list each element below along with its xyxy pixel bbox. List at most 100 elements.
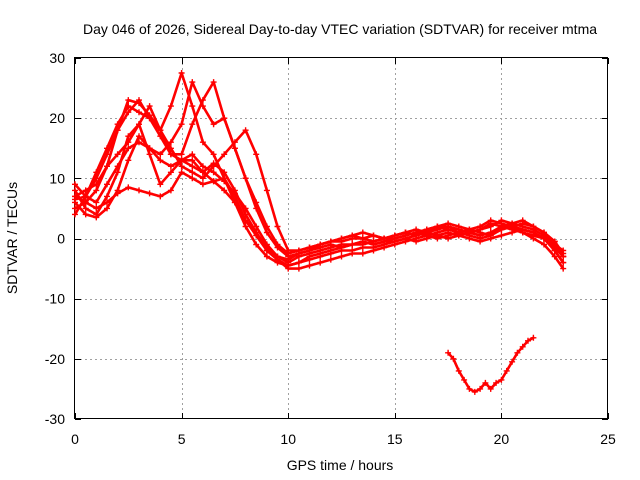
data-point bbox=[285, 247, 292, 254]
data-point bbox=[445, 349, 452, 356]
data-point bbox=[199, 175, 206, 182]
x-tick-label: 15 bbox=[387, 431, 403, 447]
data-point bbox=[317, 241, 324, 248]
data-point bbox=[104, 181, 110, 188]
data-point bbox=[136, 139, 142, 146]
data-point bbox=[274, 259, 281, 266]
data-point bbox=[349, 235, 356, 242]
data-point bbox=[93, 187, 100, 194]
data-point bbox=[519, 220, 526, 227]
data-point bbox=[199, 163, 206, 170]
data-point bbox=[104, 163, 110, 170]
data-point bbox=[146, 145, 153, 152]
data-point bbox=[434, 223, 441, 230]
data-point bbox=[560, 253, 567, 260]
data-point bbox=[93, 181, 100, 188]
data-point bbox=[221, 115, 228, 122]
data-point bbox=[157, 157, 164, 164]
data-point bbox=[125, 145, 132, 152]
data-point bbox=[157, 127, 164, 134]
data-point bbox=[519, 343, 526, 350]
data-point bbox=[72, 187, 78, 194]
data-point bbox=[498, 217, 505, 224]
y-tick-label: -10 bbox=[45, 291, 65, 307]
data-point bbox=[498, 232, 505, 239]
data-point bbox=[509, 229, 516, 236]
data-point bbox=[136, 187, 142, 194]
data-point bbox=[167, 187, 174, 194]
data-point bbox=[253, 151, 260, 158]
data-point bbox=[519, 226, 526, 233]
data-point bbox=[125, 157, 132, 164]
data-point bbox=[114, 151, 121, 158]
data-point bbox=[455, 226, 462, 233]
x-axis-tick-labels: 0 5 10 15 20 25 bbox=[71, 431, 616, 447]
data-point bbox=[381, 244, 388, 251]
data-point bbox=[104, 199, 110, 206]
y-tick-label: 30 bbox=[49, 50, 65, 66]
data-point bbox=[541, 229, 547, 236]
data-point bbox=[482, 379, 489, 386]
data-point bbox=[114, 121, 121, 128]
data-point bbox=[125, 139, 132, 146]
data-point bbox=[72, 205, 78, 212]
data-point bbox=[370, 238, 377, 245]
data-point bbox=[370, 247, 377, 254]
data-point bbox=[199, 181, 206, 188]
data-point bbox=[82, 205, 89, 212]
data-point bbox=[167, 145, 174, 152]
data-point bbox=[530, 229, 537, 236]
data-point bbox=[263, 223, 270, 230]
data-point bbox=[157, 133, 164, 140]
y-axis-tick-labels: -30 -20 -10 0 10 20 30 bbox=[45, 50, 65, 427]
data-point bbox=[263, 247, 270, 254]
data-point bbox=[136, 109, 142, 116]
data-point bbox=[477, 226, 484, 233]
y-tick-label: -30 bbox=[45, 411, 65, 427]
data-point bbox=[295, 247, 302, 254]
data-point bbox=[471, 388, 478, 395]
data-point bbox=[349, 250, 356, 257]
data-point bbox=[189, 79, 196, 86]
data-point bbox=[253, 232, 260, 239]
data-point bbox=[242, 211, 249, 218]
data-point bbox=[210, 163, 217, 170]
data-point bbox=[327, 256, 334, 263]
data-point bbox=[146, 190, 153, 197]
data-point bbox=[210, 151, 217, 158]
data-point bbox=[391, 235, 398, 242]
x-axis-label: GPS time / hours bbox=[287, 457, 394, 473]
data-point bbox=[242, 175, 249, 182]
plot-frame bbox=[74, 57, 608, 419]
data-point bbox=[178, 169, 185, 176]
data-point bbox=[221, 175, 228, 182]
data-point bbox=[114, 169, 121, 176]
data-point bbox=[338, 253, 345, 260]
data-point bbox=[445, 223, 452, 230]
data-point bbox=[167, 103, 174, 110]
data-point bbox=[514, 349, 521, 356]
data-point bbox=[359, 241, 366, 248]
data-point bbox=[93, 169, 100, 176]
data-point bbox=[477, 238, 484, 245]
data-point bbox=[93, 211, 100, 218]
data-point bbox=[125, 184, 132, 191]
data-point bbox=[72, 196, 78, 203]
x-tick-label: 20 bbox=[494, 431, 510, 447]
y-tick-label: 20 bbox=[49, 110, 65, 126]
data-point bbox=[487, 217, 494, 224]
data-point bbox=[231, 187, 238, 194]
data-point bbox=[210, 79, 217, 86]
data-point bbox=[82, 211, 89, 218]
data-point bbox=[274, 223, 281, 230]
data-point bbox=[445, 235, 452, 242]
data-point bbox=[242, 127, 249, 134]
data-point bbox=[114, 190, 121, 197]
data-point bbox=[493, 379, 500, 386]
data-point bbox=[189, 121, 196, 128]
data-point bbox=[221, 187, 228, 194]
data-point bbox=[263, 229, 270, 236]
data-point bbox=[253, 241, 260, 248]
data-point bbox=[146, 103, 153, 110]
